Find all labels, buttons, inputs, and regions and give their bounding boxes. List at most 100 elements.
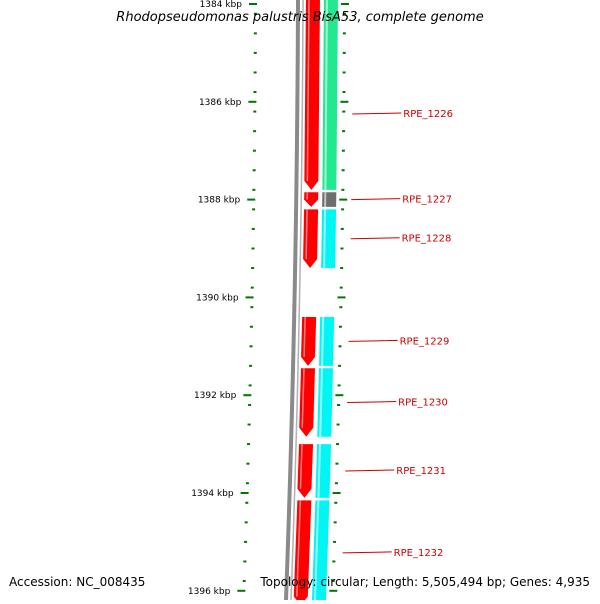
minor-tick-right xyxy=(343,32,346,34)
major-tick-right xyxy=(335,394,343,396)
minor-tick-left xyxy=(254,71,257,73)
backbone-line xyxy=(286,0,298,600)
minor-tick-right xyxy=(343,71,346,73)
cds-arrow-highlight xyxy=(306,209,307,259)
major-tick-right xyxy=(338,296,346,298)
axis-tick-label: 1394 kbp xyxy=(191,489,234,499)
major-tick-left xyxy=(237,590,245,592)
minor-tick-left xyxy=(245,502,248,504)
gene-label: RPE_1230 xyxy=(398,398,448,409)
major-tick-right xyxy=(329,590,337,592)
minor-tick-right xyxy=(341,189,344,191)
gene-callout-line xyxy=(352,113,401,114)
minor-tick-left xyxy=(244,541,247,543)
minor-tick-left xyxy=(251,267,254,269)
minor-tick-right xyxy=(342,130,345,132)
major-tick-left xyxy=(243,394,251,396)
minor-tick-right xyxy=(339,326,342,328)
cds-arrow xyxy=(303,209,318,268)
minor-tick-right xyxy=(335,482,338,484)
major-tick-right xyxy=(333,492,341,494)
minor-tick-right xyxy=(340,267,343,269)
gene-bar-highlight xyxy=(324,209,325,268)
minor-tick-right xyxy=(338,365,341,367)
gene-label: RPE_1232 xyxy=(394,548,444,559)
axis-tick-label: 1384 kbp xyxy=(200,0,243,10)
minor-tick-left xyxy=(243,580,246,582)
axis-tick-label: 1386 kbp xyxy=(199,98,242,108)
minor-tick-right xyxy=(339,306,342,308)
minor-tick-left xyxy=(250,326,253,328)
axis-tick-label: 1392 kbp xyxy=(194,391,237,401)
minor-tick-right xyxy=(343,52,346,54)
minor-tick-left xyxy=(249,384,252,386)
minor-tick-left xyxy=(245,521,248,523)
minor-tick-left xyxy=(253,169,256,171)
gene-label: RPE_1227 xyxy=(402,195,452,206)
topology-label: Topology: circular; Length: 5,505,494 bp… xyxy=(260,575,590,589)
gene-callout-line xyxy=(351,199,400,200)
minor-tick-left xyxy=(250,306,253,308)
major-tick-left xyxy=(246,296,254,298)
minor-tick-left xyxy=(249,365,252,367)
minor-tick-left xyxy=(254,32,257,34)
axis-tick-label: 1390 kbp xyxy=(196,293,239,303)
minor-tick-right xyxy=(342,91,345,93)
minor-tick-left xyxy=(248,404,251,406)
minor-tick-left xyxy=(253,91,256,93)
gene-label: RPE_1226 xyxy=(403,109,453,120)
gene-callout-line xyxy=(343,552,392,553)
major-tick-left xyxy=(241,492,249,494)
minor-tick-right xyxy=(334,502,337,504)
minor-tick-left xyxy=(252,189,255,191)
minor-tick-right xyxy=(338,384,341,386)
minor-tick-left xyxy=(246,482,249,484)
major-tick-left xyxy=(248,101,256,103)
minor-tick-left xyxy=(253,111,256,113)
minor-tick-left xyxy=(254,52,257,54)
minor-tick-left xyxy=(251,287,254,289)
minor-tick-left xyxy=(251,248,254,250)
gene-label: RPE_1229 xyxy=(400,336,450,347)
minor-tick-right xyxy=(340,287,343,289)
minor-tick-left xyxy=(243,560,246,562)
minor-tick-left xyxy=(252,228,255,230)
minor-tick-left xyxy=(253,150,256,152)
minor-tick-left xyxy=(250,345,253,347)
gene-bar-highlight xyxy=(322,317,323,366)
minor-tick-left xyxy=(248,424,251,426)
cds-arrow xyxy=(301,317,316,366)
minor-tick-right xyxy=(340,248,343,250)
minor-tick-right xyxy=(341,228,344,230)
gene-callout-line xyxy=(349,340,398,341)
gene-label: RPE_1228 xyxy=(402,234,452,245)
gene-callout-line xyxy=(347,402,396,403)
axis-tick-label: 1396 kbp xyxy=(188,587,231,597)
minor-tick-right xyxy=(332,560,335,562)
minor-tick-left xyxy=(253,130,256,132)
major-tick-left xyxy=(249,3,257,5)
minor-tick-right xyxy=(337,424,340,426)
minor-tick-right xyxy=(342,169,345,171)
genome-title: Rhodopseudomonas palustris BisA53, compl… xyxy=(0,10,600,25)
gene-label: RPE_1231 xyxy=(396,466,446,477)
minor-tick-right xyxy=(335,463,338,465)
gene-callout-line xyxy=(351,238,400,239)
minor-tick-right xyxy=(342,111,345,113)
minor-tick-right xyxy=(339,345,342,347)
cds-arrow xyxy=(304,192,318,207)
accession-label: Accession: NC_008435 xyxy=(9,575,145,589)
major-tick-left xyxy=(247,199,255,201)
major-tick-right xyxy=(340,101,348,103)
minor-tick-right xyxy=(336,443,339,445)
minor-tick-right xyxy=(333,541,336,543)
cds-arrow xyxy=(304,0,320,190)
minor-tick-right xyxy=(337,404,340,406)
cds-arrow xyxy=(297,444,313,498)
minor-tick-left xyxy=(246,463,249,465)
minor-tick-right xyxy=(341,208,344,210)
minor-tick-right xyxy=(342,150,345,152)
gene-callout-line xyxy=(345,470,394,471)
